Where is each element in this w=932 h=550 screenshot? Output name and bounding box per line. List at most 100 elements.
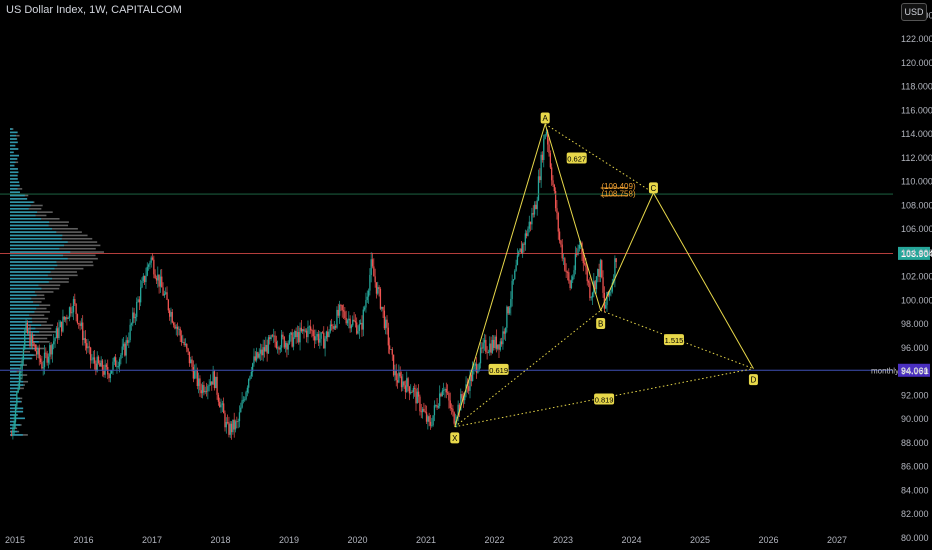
candle-body bbox=[468, 386, 469, 391]
candle-body bbox=[197, 370, 198, 386]
candle-body bbox=[43, 367, 44, 368]
candle-body bbox=[489, 344, 490, 353]
candle-body bbox=[282, 335, 283, 337]
candle-body bbox=[309, 326, 310, 327]
volume-bar-up bbox=[10, 265, 57, 267]
candle-body bbox=[40, 359, 41, 362]
candle-body bbox=[151, 257, 152, 262]
volume-bar-up bbox=[10, 384, 23, 386]
candle-body bbox=[50, 345, 51, 354]
volume-bar-up bbox=[10, 361, 21, 363]
candle-body bbox=[377, 287, 378, 294]
candle-body bbox=[36, 351, 37, 354]
candle-body bbox=[319, 339, 320, 343]
candle-body bbox=[205, 391, 206, 392]
candle-body bbox=[548, 144, 549, 153]
candle-body bbox=[303, 329, 304, 331]
candle-body bbox=[299, 328, 300, 343]
y-tick-label: 94.000 bbox=[901, 367, 929, 377]
candle-body bbox=[108, 374, 109, 378]
candle-body bbox=[484, 340, 485, 343]
candle-body bbox=[266, 345, 267, 354]
candle-body bbox=[284, 337, 285, 348]
candle-body bbox=[70, 307, 71, 313]
candle-body bbox=[170, 312, 171, 317]
volume-bar-up bbox=[10, 185, 20, 187]
candle-body bbox=[78, 323, 79, 324]
y-tick-label: 80.000 bbox=[901, 533, 929, 543]
volume-bar-up bbox=[10, 431, 17, 433]
y-tick-label: 90.000 bbox=[901, 414, 929, 424]
candle-body bbox=[264, 347, 265, 351]
candle-body bbox=[542, 155, 543, 160]
candle-body bbox=[56, 328, 57, 338]
volume-bar-up bbox=[10, 258, 68, 260]
candle-body bbox=[401, 376, 402, 387]
candle-body bbox=[351, 325, 352, 328]
candle-body bbox=[83, 338, 84, 340]
candle-body bbox=[560, 241, 561, 245]
candle-body bbox=[260, 350, 261, 354]
candle-body bbox=[332, 326, 333, 329]
candle-body bbox=[276, 342, 277, 348]
x-tick-label: 2023 bbox=[553, 535, 573, 545]
candle-body bbox=[402, 381, 403, 387]
candle-body bbox=[589, 283, 590, 298]
candle-body bbox=[610, 292, 611, 293]
volume-bar-up bbox=[10, 245, 64, 247]
x-tick-label: 2027 bbox=[827, 535, 847, 545]
candle-body bbox=[409, 386, 410, 393]
candle-body bbox=[183, 342, 184, 345]
candle-body bbox=[241, 400, 242, 407]
candle-body bbox=[486, 352, 487, 353]
candle-body bbox=[378, 287, 379, 289]
candle-body bbox=[569, 281, 570, 288]
candle-body bbox=[372, 259, 373, 266]
candle-body bbox=[588, 281, 589, 282]
volume-bar-up bbox=[10, 414, 18, 416]
volume-bar-up bbox=[10, 314, 29, 316]
candle-body bbox=[390, 349, 391, 350]
candle-body bbox=[488, 352, 489, 353]
candle-body bbox=[20, 371, 21, 373]
candle-body bbox=[418, 392, 419, 397]
candle-body bbox=[533, 213, 534, 214]
candle-body bbox=[75, 304, 76, 314]
candle-body bbox=[176, 327, 177, 329]
pattern-point-x: X bbox=[452, 434, 458, 443]
candle-body bbox=[509, 307, 510, 313]
candle-body bbox=[135, 317, 136, 318]
candle-body bbox=[256, 352, 257, 360]
candle-body bbox=[438, 406, 439, 408]
candle-body bbox=[23, 349, 24, 360]
candle-body bbox=[392, 349, 393, 354]
candle-body bbox=[410, 392, 411, 393]
candle-body bbox=[605, 305, 606, 308]
candle-body bbox=[212, 371, 213, 384]
y-tick-label: 112.000 bbox=[901, 153, 932, 163]
candle-body bbox=[297, 332, 298, 337]
currency-button[interactable]: USD bbox=[901, 3, 927, 21]
y-tick-label: 102.000 bbox=[901, 272, 932, 282]
candle-body bbox=[326, 332, 327, 339]
x-tick-label: 2018 bbox=[210, 535, 230, 545]
volume-bar-up bbox=[10, 271, 51, 273]
candle-body bbox=[364, 308, 365, 310]
candle-body bbox=[87, 346, 88, 348]
volume-bar-up bbox=[10, 208, 29, 210]
volume-bar-up bbox=[10, 152, 14, 154]
volume-bar-up bbox=[10, 142, 18, 144]
x-tick-label: 2020 bbox=[347, 535, 367, 545]
candle-body bbox=[318, 334, 319, 343]
candle-body bbox=[85, 338, 86, 343]
candle-body bbox=[571, 280, 572, 288]
volume-bar-up bbox=[10, 275, 48, 277]
volume-bar-up bbox=[10, 231, 56, 233]
candle-body bbox=[240, 408, 241, 413]
volume-bar-up bbox=[10, 394, 17, 396]
candle-body bbox=[180, 329, 181, 336]
volume-bar-up bbox=[10, 255, 63, 257]
y-tick-label: 82.000 bbox=[901, 509, 929, 519]
volume-bar-up bbox=[10, 381, 23, 383]
